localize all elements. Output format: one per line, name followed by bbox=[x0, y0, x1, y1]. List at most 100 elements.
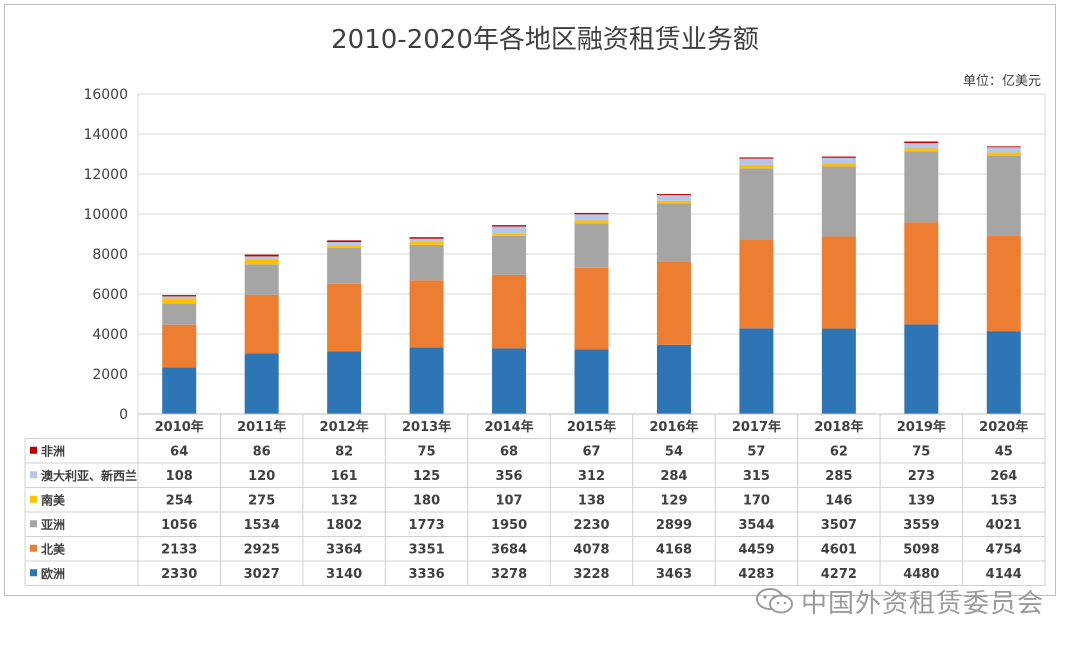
bar-segment bbox=[327, 247, 362, 284]
bar-segment bbox=[162, 324, 197, 368]
table-value: 3544 bbox=[738, 518, 774, 533]
bar-segment bbox=[409, 241, 444, 245]
table-value: 315 bbox=[743, 469, 770, 484]
bar-segment bbox=[821, 156, 856, 158]
bar-segment bbox=[821, 236, 856, 329]
bar-segment bbox=[904, 143, 939, 149]
table-value: 57 bbox=[747, 445, 765, 460]
bar-segment bbox=[904, 148, 939, 152]
table-value: 45 bbox=[995, 445, 1013, 460]
bar-segment bbox=[821, 163, 856, 167]
table-value: 153 bbox=[990, 494, 1017, 509]
table-value: 275 bbox=[248, 494, 275, 509]
bar-segment bbox=[162, 367, 197, 414]
table-value: 1773 bbox=[408, 518, 444, 533]
x-category-label: 2011年 bbox=[237, 419, 286, 435]
legend-series-name: 欧洲 bbox=[41, 566, 65, 581]
bar-segment bbox=[162, 295, 197, 297]
x-category-label: 2014年 bbox=[484, 419, 533, 435]
y-tick-label: 8000 bbox=[92, 247, 128, 263]
table-value: 4459 bbox=[738, 543, 774, 558]
table-value: 67 bbox=[582, 445, 600, 460]
x-category-label: 2012年 bbox=[320, 419, 369, 435]
bar-segment bbox=[656, 194, 691, 196]
watermark: 中国外资租赁委员会 bbox=[755, 584, 1044, 619]
legend-swatch bbox=[30, 569, 37, 577]
y-tick-label: 6000 bbox=[92, 287, 128, 303]
bar-segment bbox=[409, 347, 444, 414]
bar-segment bbox=[492, 225, 527, 227]
table-value: 54 bbox=[665, 445, 683, 460]
y-tick-label: 0 bbox=[119, 407, 128, 423]
y-axis: 0 2000 4000 6000 8000 10000 12000 14000 16000 bbox=[83, 87, 128, 423]
table-value: 108 bbox=[166, 469, 193, 484]
legend-swatch bbox=[30, 471, 37, 479]
bar-segment bbox=[821, 328, 856, 414]
bar-segment bbox=[986, 147, 1021, 153]
bar-segment bbox=[904, 324, 939, 414]
table-value: 2330 bbox=[161, 567, 197, 582]
table-value: 2925 bbox=[244, 543, 280, 558]
table-value: 2230 bbox=[573, 518, 609, 533]
bar-segment bbox=[327, 245, 362, 248]
table-value: 254 bbox=[166, 494, 193, 509]
bar-segment bbox=[656, 200, 691, 204]
table-value: 68 bbox=[500, 445, 518, 460]
bar-segment bbox=[986, 236, 1021, 332]
bar-segment bbox=[739, 239, 774, 329]
table-value: 3140 bbox=[326, 567, 362, 582]
table-value: 4144 bbox=[986, 567, 1022, 582]
bar-segment bbox=[492, 348, 527, 414]
table-value: 4601 bbox=[821, 543, 857, 558]
legend-swatch bbox=[30, 446, 37, 454]
x-category-label: 2016年 bbox=[649, 419, 698, 435]
table-value: 4168 bbox=[656, 543, 692, 558]
table-value: 3351 bbox=[408, 543, 444, 558]
chart-frame: 2010-2020年各地区融资租赁业务额 单位：亿美元 0 2000 4000 600… bbox=[4, 4, 1056, 596]
bar-segment bbox=[574, 267, 609, 350]
stacked-bar-chart: 2010-2020年各地区融资租赁业务额 单位：亿美元 0 2000 4000 600… bbox=[24, 25, 1046, 586]
x-category-label: 2017年 bbox=[732, 419, 781, 435]
table-value: 284 bbox=[660, 469, 687, 484]
legend-series-name: 澳大利亚、新西兰 bbox=[41, 468, 137, 483]
x-category-label: 2010年 bbox=[155, 419, 204, 435]
y-tick-label: 12000 bbox=[83, 167, 128, 183]
table-value: 356 bbox=[495, 469, 522, 484]
table-value: 75 bbox=[912, 445, 930, 460]
x-category-label: 2019年 bbox=[897, 419, 946, 435]
table-value: 75 bbox=[418, 445, 436, 460]
bar-segment bbox=[244, 256, 279, 259]
table-value: 2133 bbox=[161, 543, 197, 558]
bar-segment bbox=[492, 235, 527, 275]
table-value: 86 bbox=[253, 445, 271, 460]
bar-segment bbox=[327, 351, 362, 414]
table-value: 82 bbox=[335, 445, 353, 460]
x-category-label: 2013年 bbox=[402, 419, 451, 435]
bar-segment bbox=[492, 226, 527, 234]
table-value: 4272 bbox=[821, 567, 857, 582]
bar-segment bbox=[739, 158, 774, 165]
bar-segment bbox=[574, 223, 609, 268]
bar-segment bbox=[904, 151, 939, 223]
table-value: 3027 bbox=[244, 567, 280, 582]
bar-segment bbox=[409, 280, 444, 348]
y-tick-label: 10000 bbox=[83, 207, 128, 223]
table-value: 312 bbox=[578, 469, 605, 484]
legend-series-name: 南美 bbox=[41, 493, 66, 508]
table-value: 107 bbox=[495, 494, 522, 509]
x-category-label: 2015年 bbox=[567, 419, 616, 435]
bar-segment bbox=[986, 331, 1021, 414]
bar-segment bbox=[656, 203, 691, 262]
bar-segment bbox=[327, 283, 362, 352]
table-value: 170 bbox=[743, 494, 770, 509]
table-value: 180 bbox=[413, 494, 440, 509]
bar-segment bbox=[739, 157, 774, 159]
bar-segment bbox=[244, 294, 279, 354]
bar-segment bbox=[904, 222, 939, 325]
bar-segment bbox=[327, 240, 362, 243]
bar-segment bbox=[409, 244, 444, 281]
table-value: 3559 bbox=[903, 518, 939, 533]
table-value: 1056 bbox=[161, 518, 197, 533]
table-value: 1950 bbox=[491, 518, 527, 533]
y-tick-label: 14000 bbox=[83, 127, 128, 143]
